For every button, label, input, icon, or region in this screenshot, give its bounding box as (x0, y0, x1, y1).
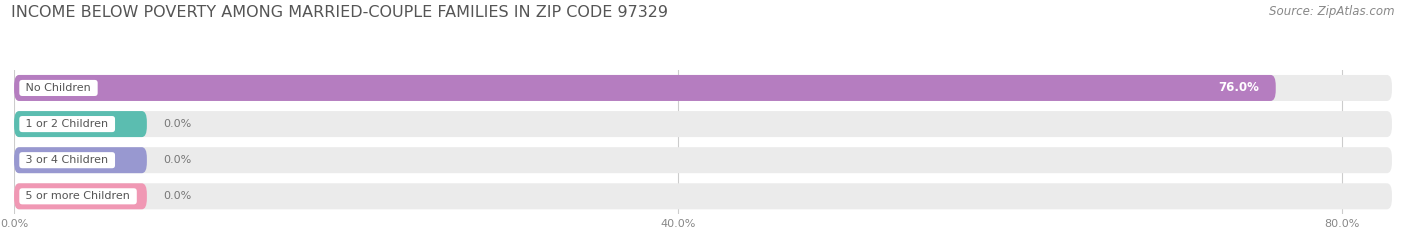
Text: Source: ZipAtlas.com: Source: ZipAtlas.com (1270, 5, 1395, 18)
Text: No Children: No Children (22, 83, 94, 93)
Text: 0.0%: 0.0% (163, 119, 191, 129)
FancyBboxPatch shape (14, 111, 146, 137)
Text: 0.0%: 0.0% (163, 155, 191, 165)
FancyBboxPatch shape (14, 75, 1392, 101)
Text: 1 or 2 Children: 1 or 2 Children (22, 119, 112, 129)
Text: 5 or more Children: 5 or more Children (22, 191, 134, 201)
FancyBboxPatch shape (14, 183, 1392, 209)
FancyBboxPatch shape (14, 147, 146, 173)
FancyBboxPatch shape (14, 111, 1392, 137)
Text: INCOME BELOW POVERTY AMONG MARRIED-COUPLE FAMILIES IN ZIP CODE 97329: INCOME BELOW POVERTY AMONG MARRIED-COUPL… (11, 5, 668, 20)
Text: 0.0%: 0.0% (163, 191, 191, 201)
FancyBboxPatch shape (14, 183, 146, 209)
FancyBboxPatch shape (14, 147, 1392, 173)
Text: 3 or 4 Children: 3 or 4 Children (22, 155, 112, 165)
Text: 76.0%: 76.0% (1218, 82, 1260, 94)
FancyBboxPatch shape (14, 75, 1275, 101)
